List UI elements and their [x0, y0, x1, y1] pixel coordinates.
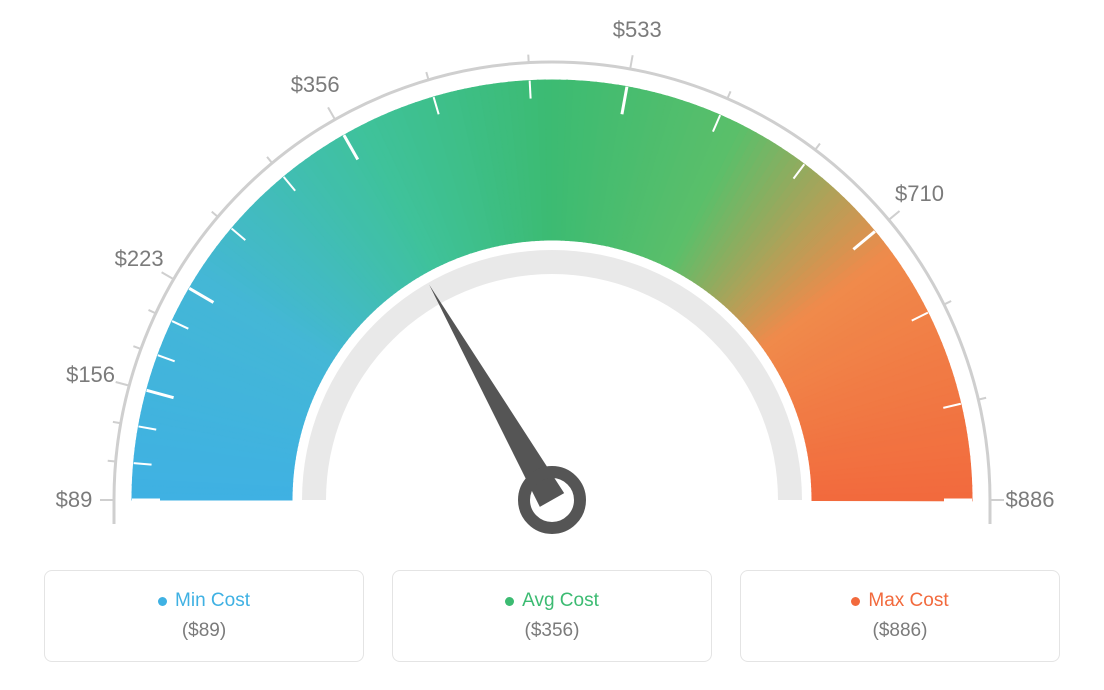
tick-label: $710 — [895, 181, 944, 207]
legend-card-avg: Avg Cost ($356) — [392, 570, 712, 662]
legend-card-max: Max Cost ($886) — [740, 570, 1060, 662]
legend-value-min: ($89) — [182, 620, 226, 642]
tick-label: $356 — [291, 72, 340, 98]
legend-value-avg: ($356) — [525, 620, 580, 642]
tick-label: $886 — [1006, 487, 1055, 513]
tick-label: $533 — [613, 17, 662, 43]
legend-title-text: Avg Cost — [522, 590, 599, 612]
legend-value-max: ($886) — [873, 620, 928, 642]
dot-icon — [158, 597, 167, 606]
dot-icon — [505, 597, 514, 606]
gauge-container: $89 $156 $223 $356 $533 $710 $886 — [0, 0, 1104, 560]
tick-label: $223 — [115, 246, 164, 272]
legend-row: Min Cost ($89) Avg Cost ($356) Max Cost … — [0, 570, 1104, 662]
legend-title-avg: Avg Cost — [505, 590, 599, 612]
legend-title-max: Max Cost — [851, 590, 948, 612]
legend-title-text: Max Cost — [868, 590, 948, 612]
legend-title-min: Min Cost — [158, 590, 250, 612]
tick-label: $89 — [56, 487, 93, 513]
dot-icon — [851, 597, 860, 606]
legend-card-min: Min Cost ($89) — [44, 570, 364, 662]
gauge-svg — [0, 0, 1104, 560]
tick-label: $156 — [66, 362, 115, 388]
legend-title-text: Min Cost — [175, 590, 250, 612]
